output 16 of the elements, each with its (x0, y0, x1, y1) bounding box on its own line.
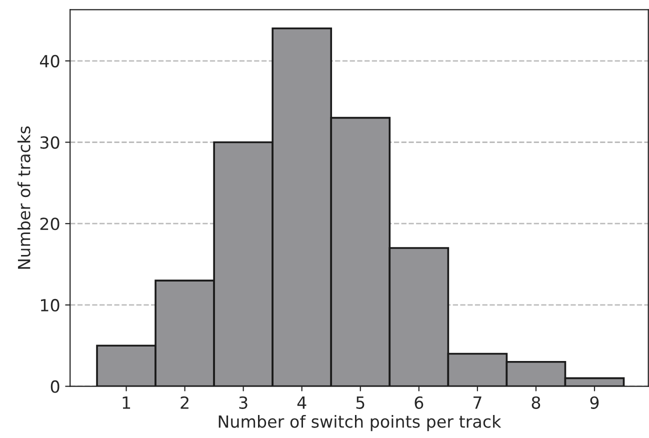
x-tick-label: 4 (297, 396, 306, 409)
x-tick-label: 1 (122, 396, 130, 409)
y-tick-label: 30 (40, 136, 60, 149)
y-tick-label: 10 (40, 298, 60, 312)
x-tick-label: 6 (414, 396, 424, 409)
y-tick-label: 0 (50, 380, 60, 393)
x-tick-label: 2 (180, 396, 188, 409)
x-tick-label: 3 (239, 396, 248, 409)
x-tick-label: 5 (356, 396, 364, 409)
y-axis-title: Number of tracks (17, 126, 30, 269)
x-axis-title: Number of switch points per track (218, 414, 502, 432)
x-tick-label: 7 (474, 396, 482, 409)
x-tick-label: 9 (590, 396, 599, 409)
y-tick-label: 20 (40, 218, 60, 230)
y-tick-label: 40 (40, 54, 60, 68)
x-tick-label: 8 (532, 396, 540, 409)
